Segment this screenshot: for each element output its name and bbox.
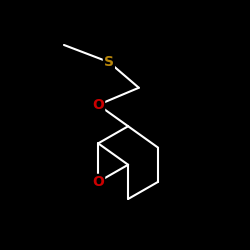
Text: O: O bbox=[92, 98, 104, 112]
Text: O: O bbox=[92, 175, 104, 189]
Text: S: S bbox=[104, 55, 114, 69]
